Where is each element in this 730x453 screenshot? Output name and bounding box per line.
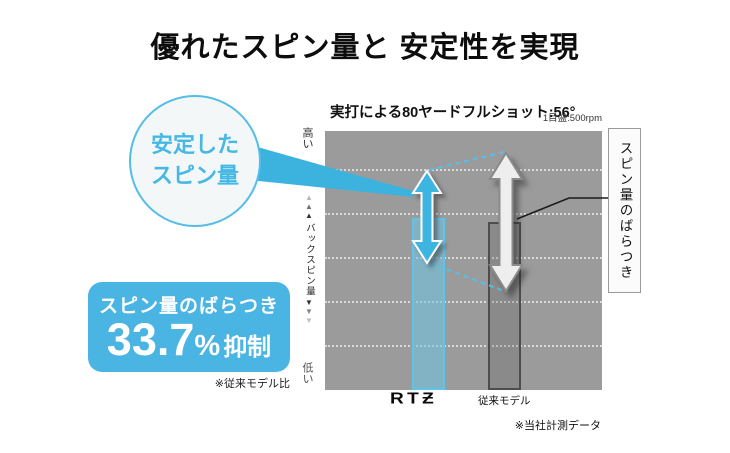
- measurement-footnote: ※当社計測データ: [514, 420, 601, 432]
- stat-label: スピン量のばらつき: [98, 296, 279, 317]
- stat-footnote: ※従来モデル比: [214, 378, 290, 390]
- spin-variance-side-label-text: スピン量のばらつき: [617, 140, 633, 281]
- chart-scale-note: 1目盛:500rpm: [542, 113, 602, 124]
- bar-conventional: [488, 222, 521, 390]
- gridline: [325, 345, 602, 347]
- callout-line1: 安定した: [150, 132, 239, 158]
- y-axis-high-label: 高い: [301, 127, 313, 149]
- callout-line2: スピン量: [150, 163, 239, 188]
- triangle-down-icon: ▼: [305, 298, 313, 308]
- bar-rtz: [412, 218, 445, 390]
- gridline: [325, 213, 602, 215]
- triangle-up-icon: ▲: [305, 193, 313, 202]
- triangle-down-icon: ▼: [305, 307, 313, 317]
- chart-plot-area: [325, 131, 602, 390]
- triangle-up-icon: ▲: [305, 211, 313, 221]
- triangle-down-icon: ▼: [305, 316, 313, 326]
- callout-bubble: 安定した スピン量: [129, 95, 261, 227]
- x-label-rtz-logo: RTƵ: [390, 390, 438, 408]
- gridline: [325, 257, 602, 259]
- x-label-conventional: 従来モデル: [478, 395, 531, 407]
- stat-value-row: 33.7 % 抑制: [88, 314, 290, 365]
- spin-variance-side-label: スピン量のばらつき: [608, 128, 641, 293]
- stat-box: スピン量のばらつき 33.7 % 抑制: [88, 282, 290, 372]
- y-axis-label-group: ▲ ▲ ▲ バックスピン量 ▼ ▼ ▼: [301, 193, 317, 326]
- gridline: [325, 301, 602, 303]
- triangle-up-icon: ▲: [305, 202, 313, 212]
- gridline: [325, 169, 602, 171]
- stat-percent-sign: %: [194, 330, 221, 362]
- y-axis-title: バックスピン量: [304, 222, 315, 297]
- chart-title: 実打による80ヤードフルショット:56°: [330, 105, 576, 121]
- stat-suffix: 抑制: [223, 334, 272, 361]
- stat-value: 33.7: [106, 314, 195, 365]
- page-title: 優れたスピン量と 安定性を実現: [150, 32, 580, 64]
- y-axis-low-label: 低い: [301, 362, 313, 384]
